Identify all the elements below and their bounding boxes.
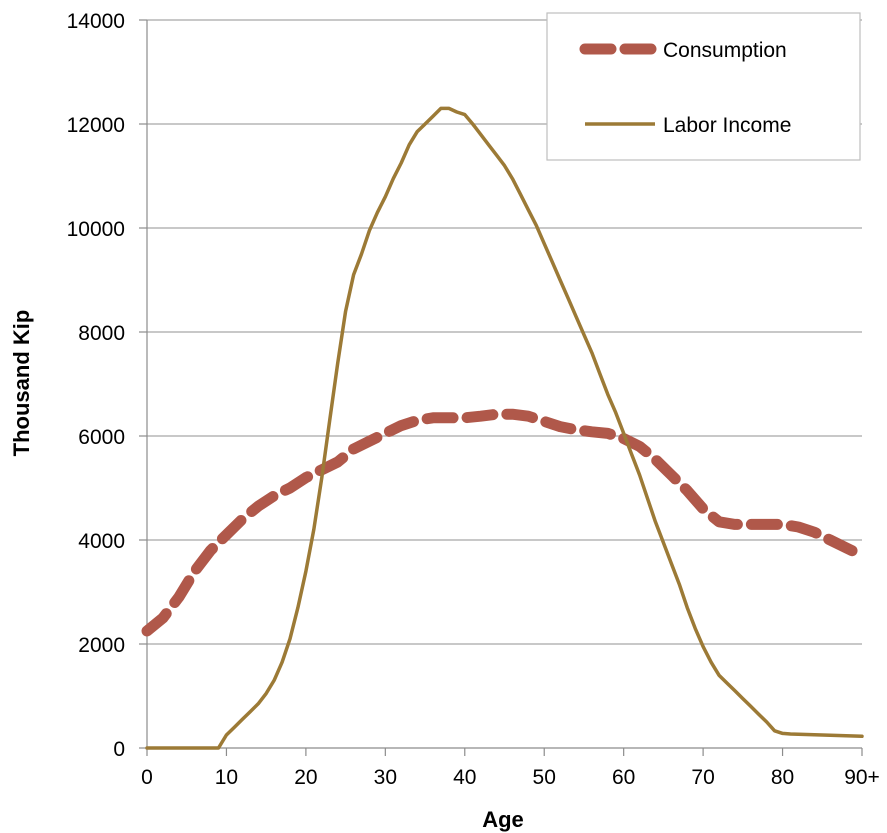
- y-tick-label: 2000: [78, 634, 125, 657]
- x-tick-label: 80: [771, 766, 794, 789]
- y-tick-label: 10000: [67, 218, 125, 241]
- x-tick-label: 0: [141, 766, 153, 789]
- y-axis-title: Thousand Kip: [9, 310, 34, 457]
- x-tick-label: 70: [691, 766, 714, 789]
- x-axis-title: Age: [482, 807, 524, 832]
- legend-label-labor-income: Labor Income: [663, 114, 791, 137]
- x-tick-label: 90+: [844, 766, 880, 789]
- x-tick-label: 10: [215, 766, 238, 789]
- y-tick-label: 6000: [78, 426, 125, 449]
- x-tick-label: 40: [453, 766, 476, 789]
- series-line-labor-income: [145, 106, 864, 750]
- series-line-consumption: [141, 408, 868, 637]
- x-tick-label: 30: [374, 766, 397, 789]
- y-tick-label: 0: [113, 738, 125, 761]
- y-tick-label: 8000: [78, 322, 125, 345]
- series-lines: [141, 106, 868, 750]
- y-tick-labels: 0 2000 4000 6000 8000 10000 12000 14000: [67, 10, 125, 761]
- x-tick-label: 60: [612, 766, 635, 789]
- x-tick-label: 20: [294, 766, 317, 789]
- y-tick-label: 12000: [67, 114, 125, 137]
- legend-box: [546, 12, 861, 161]
- y-tick-label: 4000: [78, 530, 125, 553]
- y-tick-label: 14000: [67, 10, 125, 33]
- legend: Consumption Labor Income: [546, 12, 861, 161]
- legend-label-consumption: Consumption: [663, 39, 787, 62]
- gridlines: [147, 19, 862, 645]
- x-tick-label: 50: [533, 766, 556, 789]
- x-tick-labels: 0 10 20 30 40 50 60 70 80 90+: [141, 766, 880, 789]
